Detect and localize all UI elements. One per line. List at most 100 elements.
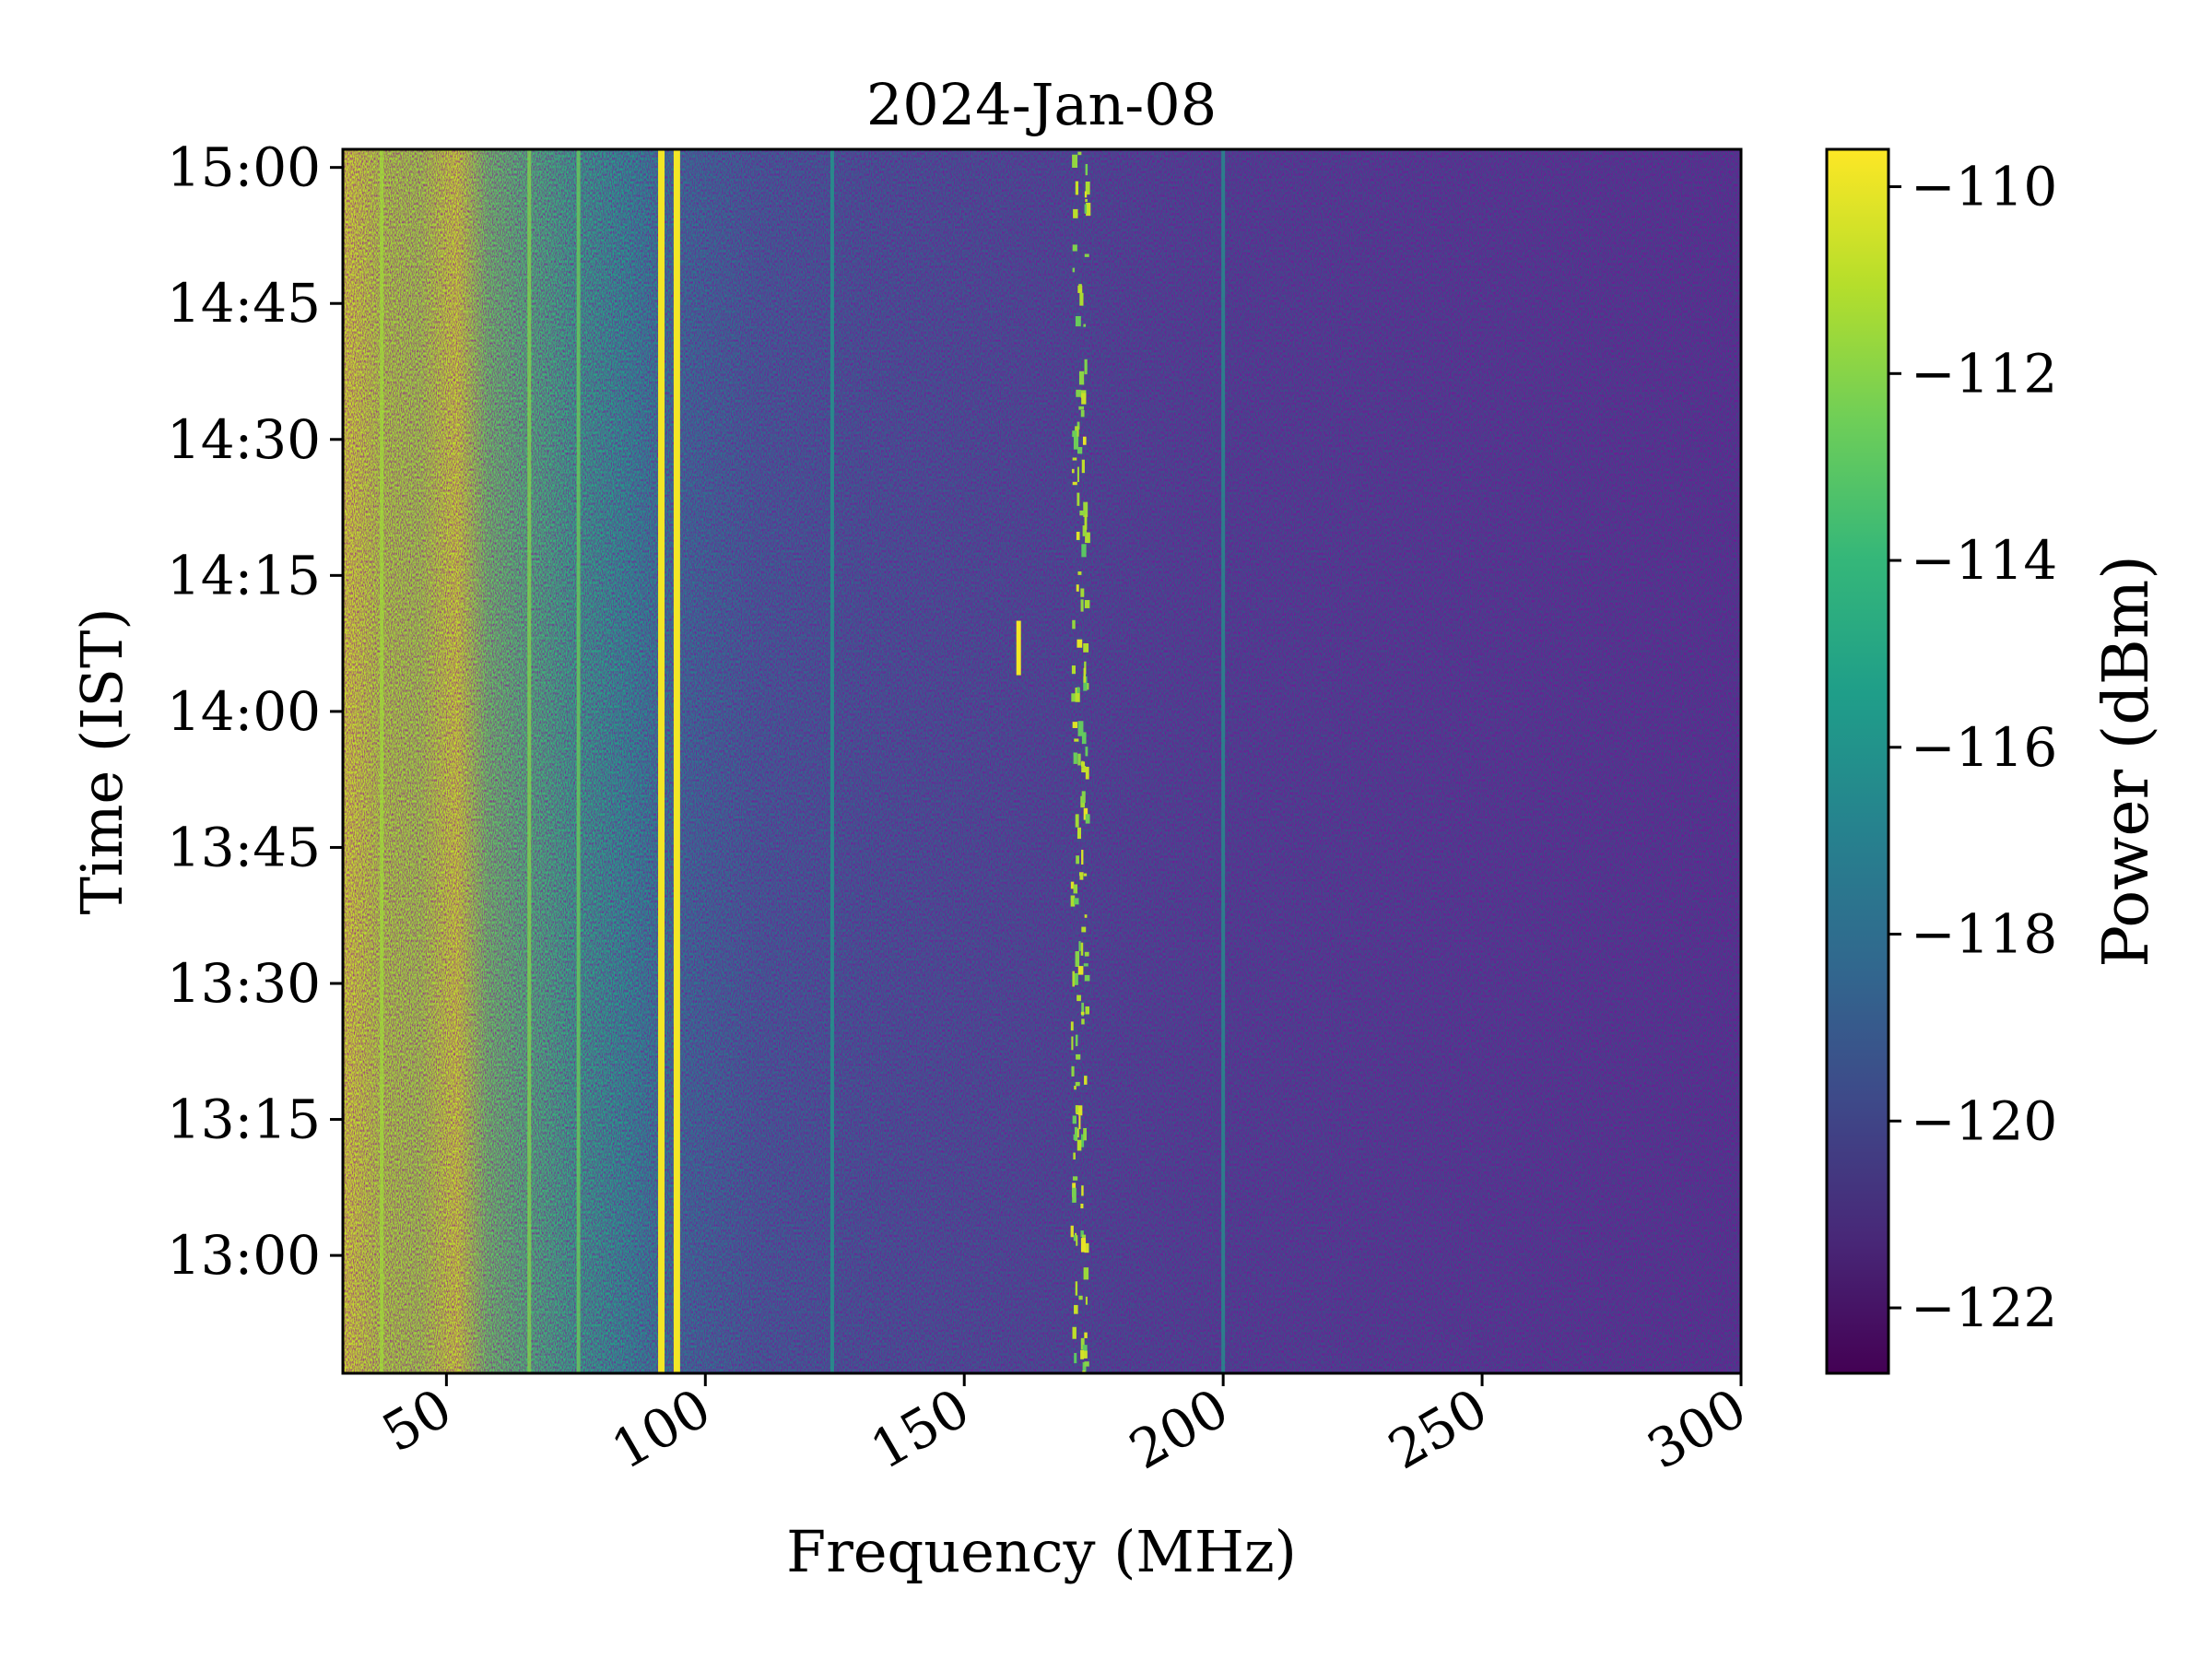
y-tick-label: 14:00 bbox=[167, 680, 321, 743]
intermittent-band-segment bbox=[1072, 267, 1076, 273]
intermittent-band-segment bbox=[1076, 531, 1080, 540]
intermittent-band-segment bbox=[1081, 926, 1087, 933]
intermittent-band-segment bbox=[1071, 1036, 1074, 1051]
x-tick-label: 150 bbox=[860, 1376, 980, 1481]
intermittent-band-segment bbox=[1084, 661, 1087, 675]
intermittent-band-segment bbox=[1072, 457, 1077, 461]
intermittent-band-segment bbox=[1072, 1176, 1078, 1181]
intermittent-band-segment bbox=[1080, 1134, 1085, 1147]
intermittent-band-segment bbox=[1075, 1105, 1079, 1113]
x-tick-label: 250 bbox=[1378, 1376, 1498, 1481]
intermittent-band-segment bbox=[1085, 1296, 1088, 1305]
persistent-line-6 bbox=[1221, 149, 1226, 1373]
y-tick-label: 13:15 bbox=[167, 1088, 321, 1151]
colorbar-tick-label: −122 bbox=[1911, 1277, 2057, 1339]
intermittent-band-segment bbox=[1081, 544, 1087, 558]
intermittent-band-segment bbox=[1076, 584, 1079, 592]
intermittent-band-segment bbox=[1081, 766, 1087, 773]
persistent-line-2 bbox=[576, 149, 581, 1373]
intermittent-band-segment bbox=[1082, 436, 1087, 445]
intermittent-band-segment bbox=[1085, 199, 1088, 203]
intermittent-band-segment bbox=[1084, 204, 1087, 214]
y-axis: 13:00 13:15 13:30 13:45 14:00 14:15 14:30 14:45… bbox=[167, 136, 343, 1287]
intermittent-band-segment bbox=[1073, 208, 1078, 218]
intermittent-band-segment bbox=[1084, 1361, 1089, 1367]
intermittent-band-segment bbox=[1072, 619, 1076, 629]
transient-signal bbox=[1016, 620, 1021, 676]
x-axis-label: Frequency (MHz) bbox=[786, 1518, 1297, 1585]
plot-frame bbox=[341, 147, 1743, 1375]
intermittent-band-segment bbox=[1072, 154, 1078, 169]
intermittent-band-segment bbox=[1083, 667, 1087, 683]
intermittent-band-segment bbox=[1080, 1203, 1084, 1209]
intermittent-band-segment bbox=[1085, 814, 1090, 824]
colorbar-tick-label: −118 bbox=[1911, 903, 2057, 966]
persistent-line-0 bbox=[380, 149, 384, 1373]
intermittent-band-segment bbox=[1079, 510, 1085, 516]
intermittent-band-segment bbox=[1086, 202, 1091, 217]
intermittent-band-segment bbox=[1083, 1267, 1089, 1280]
intermittent-band-segment bbox=[1072, 1326, 1077, 1339]
intermittent-band-segment bbox=[1074, 738, 1079, 742]
intermittent-band-segment bbox=[1083, 501, 1088, 517]
intermittent-band-segment bbox=[1084, 359, 1088, 375]
spectrogram-plot-area bbox=[343, 149, 1741, 1373]
intermittent-band-segment bbox=[1078, 406, 1085, 410]
x-axis: 50 100 150 200 250 300 bbox=[371, 1373, 1757, 1481]
y-tick-label: 15:00 bbox=[167, 136, 321, 199]
x-tick-label: 100 bbox=[601, 1376, 721, 1481]
intermittent-band-segment bbox=[1072, 722, 1078, 728]
colorbar-tick-label: −120 bbox=[1911, 1089, 2057, 1152]
intermittent-band-segment bbox=[1077, 421, 1080, 430]
colorbar bbox=[1825, 147, 1890, 1375]
intermittent-band-segment bbox=[1078, 1115, 1081, 1130]
intermittent-band-segment bbox=[1081, 849, 1084, 865]
intermittent-band-segment bbox=[1071, 468, 1075, 474]
intermittent-band-segment bbox=[1081, 1018, 1085, 1025]
intermittent-band-segment bbox=[1081, 732, 1087, 745]
intermittent-band-segment bbox=[1077, 753, 1081, 766]
intermittent-band-segment bbox=[1083, 642, 1089, 653]
intermittent-band-segment bbox=[1080, 761, 1086, 767]
intermittent-band-segment bbox=[1077, 827, 1082, 840]
intermittent-band-segment bbox=[1073, 1152, 1076, 1160]
y-tick-label: 14:15 bbox=[167, 544, 321, 606]
intermittent-band-segment bbox=[1077, 285, 1083, 293]
intermittent-band-segment bbox=[1075, 1034, 1078, 1047]
intermittent-band-segment bbox=[1084, 1242, 1089, 1253]
intermittent-band-segment bbox=[1074, 1304, 1078, 1314]
intermittent-band-segment bbox=[1078, 1295, 1083, 1300]
intermittent-band-segment bbox=[1084, 1076, 1088, 1085]
intermittent-band-segment bbox=[1073, 752, 1077, 764]
intermittent-band-segment bbox=[1075, 1081, 1080, 1087]
intermittent-band-segment bbox=[1080, 599, 1084, 612]
intermittent-band-segment bbox=[1076, 1235, 1078, 1246]
colorbar-axis: −110 −112 −114 −116 −118 −120 −122 bbox=[1888, 156, 2057, 1339]
intermittent-band-segment bbox=[1083, 807, 1088, 820]
colorbar-tick-label: −114 bbox=[1911, 529, 2057, 592]
colorbar-tick-label: −116 bbox=[1911, 716, 2057, 779]
intermittent-band-segment bbox=[1082, 525, 1087, 536]
intermittent-band-segment bbox=[1070, 881, 1075, 889]
spectrogram-marks bbox=[380, 149, 1226, 1373]
intermittent-band-segment bbox=[1075, 688, 1080, 702]
intermittent-band-segment bbox=[1074, 1352, 1077, 1364]
persistent-line-3 bbox=[658, 149, 665, 1373]
intermittent-band-segment bbox=[1077, 639, 1083, 648]
y-tick-label: 13:30 bbox=[167, 952, 321, 1015]
intermittent-band-segment bbox=[1076, 855, 1079, 865]
colorbar-tick-label: −112 bbox=[1911, 342, 2057, 405]
x-tick-label: 50 bbox=[371, 1376, 462, 1465]
intermittent-band-segment bbox=[1081, 393, 1087, 405]
intermittent-band-segment bbox=[1084, 1332, 1088, 1338]
spectrogram-noise-texture bbox=[343, 149, 1741, 1373]
intermittent-band-segment bbox=[1085, 747, 1088, 757]
intermittent-band-segment bbox=[1080, 942, 1084, 956]
intermittent-band-segment bbox=[1077, 492, 1080, 506]
y-tick-label: 14:45 bbox=[167, 272, 321, 335]
intermittent-band-segment bbox=[1083, 963, 1088, 967]
intermittent-band-segment bbox=[1085, 163, 1088, 176]
intermittent-band-segment bbox=[1085, 1006, 1090, 1015]
intermittent-band-segment bbox=[1072, 481, 1077, 486]
